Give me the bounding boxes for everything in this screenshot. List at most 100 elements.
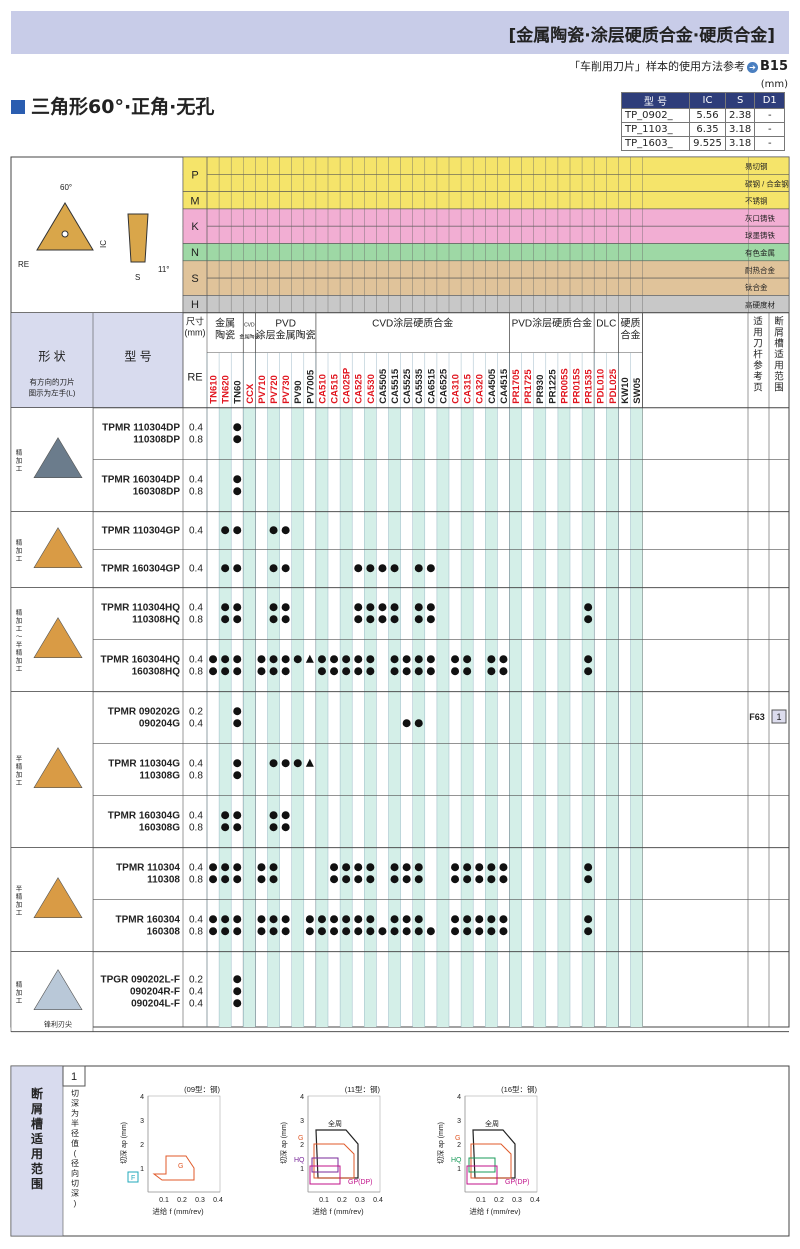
dot-mark [390,667,399,676]
model-name: TPMR 160304GP [101,564,180,575]
dot-mark [426,927,435,936]
dot-mark [342,915,351,924]
insert-photo-icon [33,747,83,789]
dot-mark [257,667,266,676]
chip-header: 断 [774,316,784,328]
dot-mark [366,875,375,884]
dot-mark [366,863,375,872]
dot-mark [378,564,387,573]
grade-name: PR1705 [511,369,522,404]
dot-mark [233,603,242,612]
material-row [182,260,790,279]
model-name: TPMR 110304 [116,863,180,874]
triangle-mark [305,654,314,663]
column-stripe [267,407,280,1027]
section-title: 三角形60°·正角·无孔 [11,92,214,119]
cell: 9.525 [689,136,726,151]
group-label: 加 [16,656,23,665]
grade-name: PR1535 [584,369,595,404]
dot-mark [293,759,302,768]
dot-mark [221,863,230,872]
group-label: 加 [16,988,23,997]
re-value: 0.4 [189,526,203,537]
column-stripe [291,407,304,1027]
column-stripe [582,407,595,1027]
chip-panel-title: 围 [31,1176,43,1191]
chip-num: 1 [71,1071,77,1083]
y-tick: 4 [300,1094,304,1101]
chip-note: 深 [71,1189,79,1198]
dot-mark [366,915,375,924]
insert-side-view [127,213,149,263]
grade-name: TN610 [209,375,220,404]
dot-mark [451,927,460,936]
re-value: 0.4 [189,423,203,434]
chip-note: 切 [71,1089,79,1098]
dot-mark [281,823,290,832]
chip-ref-box [771,709,787,724]
material-label: 钛合金 [745,282,768,292]
group-label: 工 [16,910,23,917]
grade-name: PDL010 [596,369,607,404]
label-gp: GP(DP) [505,1179,530,1186]
group-label: 半 [16,754,23,763]
dot-mark [487,927,496,936]
re-header: RE [187,372,202,384]
model-name: TPMR 110304G [108,759,180,770]
dot-mark [233,811,242,820]
dot-mark [269,811,278,820]
shape-note: 图示为左手(L) [29,388,76,398]
dot-mark [426,603,435,612]
chip-num-box [62,1065,86,1087]
model-name: 110308 [147,875,180,886]
dot-mark [390,915,399,924]
dot-mark [233,759,242,768]
chip-ref: 1 [776,712,781,722]
dot-mark [451,915,460,924]
label-g: G [298,1135,303,1142]
dot-mark [330,875,339,884]
chip-note: 值 [71,1138,79,1148]
re-value: 0.2 [189,975,203,986]
page-header: [金属陶瓷·涂层硬质合金·硬质合金] [11,11,789,54]
group-label: PVD [275,319,296,330]
chip-note: 切 [71,1179,79,1188]
model-name: TPMR 110304HQ [101,603,180,614]
group-label: 半 [16,884,23,893]
x-tick: 0.3 [512,1197,522,1204]
dot-mark [221,526,230,535]
dot-mark [426,615,435,624]
dot-mark [414,655,423,664]
model-name: TPMR 160304 [116,915,181,926]
dot-mark [487,915,496,924]
re-value: 0.8 [189,771,203,782]
dot-mark [233,875,242,884]
region-g [152,1155,195,1181]
dot-mark [330,655,339,664]
dot-mark [390,603,399,612]
ref-page[interactable]: B15 [760,59,788,74]
dot-mark [499,875,508,884]
table-row: TP_1603_ 9.525 3.18- [621,136,786,151]
column-stripe [630,407,643,1027]
region-all [315,1129,359,1179]
region-gp [466,1165,498,1185]
dot-mark [221,915,230,924]
chip-panel-title: 屑 [30,1102,43,1116]
chart-title: (16型：钢) [501,1084,537,1094]
clearance-label: 11° [158,265,170,274]
size-header: (mm) [185,328,206,338]
dot-mark [487,863,496,872]
insert-note: 锋利刃尖 [44,1020,72,1029]
dot-mark [342,655,351,664]
dot-mark [209,927,218,936]
dot-mark [233,475,242,484]
chip-note: 为 [71,1108,79,1118]
model-name: TPMR 110304GP [102,526,181,537]
re-value: 0.4 [189,863,203,874]
dot-mark [281,927,290,936]
holder-ref: F63 [749,712,765,722]
ref-note: 「车削用刀片」样本的使用方法参考 ➔ B15 [569,59,788,74]
chip-header: 围 [774,383,784,394]
dot-mark [390,875,399,884]
